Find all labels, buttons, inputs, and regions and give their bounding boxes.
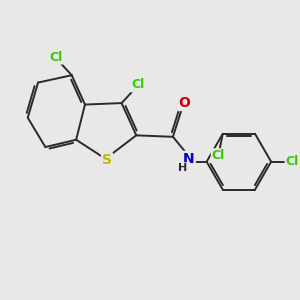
Text: Cl: Cl — [286, 155, 299, 168]
Text: O: O — [179, 96, 190, 110]
Text: Cl: Cl — [212, 149, 225, 162]
Text: Cl: Cl — [49, 51, 62, 64]
Text: S: S — [102, 153, 112, 167]
Text: Cl: Cl — [131, 78, 144, 92]
Text: N: N — [183, 152, 195, 166]
Text: H: H — [178, 163, 187, 173]
